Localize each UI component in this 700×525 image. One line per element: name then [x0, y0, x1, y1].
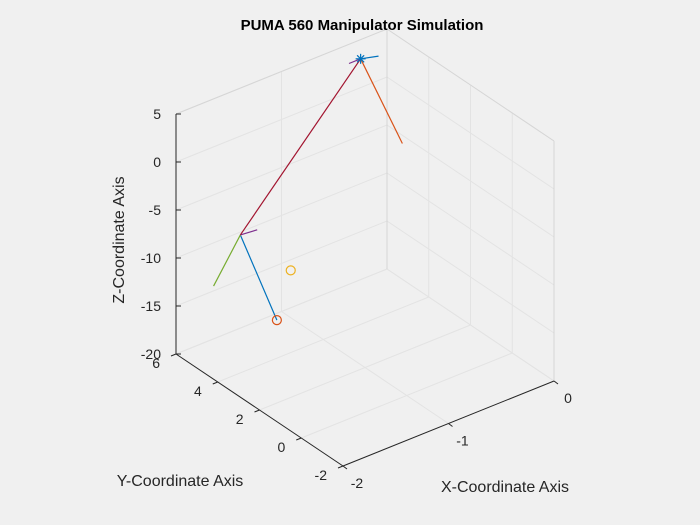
y-tick-label: 0 [277, 439, 285, 455]
y-tick-mark [296, 437, 302, 441]
box-edge [386, 28, 555, 142]
circle-marker-8 [271, 315, 282, 326]
box-edge [175, 28, 388, 115]
series-line-4 [348, 58, 361, 65]
z-tick-label: -20 [141, 346, 161, 362]
series-line-5 [213, 234, 241, 287]
grid-line-side-z [386, 76, 555, 190]
z-tick-label: 5 [153, 106, 161, 122]
z-tick-label: -10 [141, 250, 161, 266]
series-line-2 [360, 58, 403, 144]
y-tick-mark [212, 381, 218, 385]
axes-box [175, 28, 555, 381]
y-tick-mark [337, 465, 344, 469]
star-marker-stroke [356, 54, 365, 63]
x-axis-label: X-Coordinate Axis [441, 479, 569, 496]
grid-line-side-z [386, 172, 555, 286]
y-tick-label: 6 [152, 355, 160, 371]
grid-line-back-z [175, 220, 388, 307]
chart-title: PUMA 560 Manipulator Simulation [241, 17, 484, 34]
grid-line-back-z [175, 124, 388, 211]
grid-line-floor-y [259, 324, 471, 411]
x-tick-label: -1 [456, 433, 469, 449]
x-tick-label: -2 [351, 475, 364, 491]
x-tick-mark [553, 380, 559, 385]
series-line-1 [239, 234, 278, 321]
circle-marker-9 [285, 265, 296, 276]
series-line-6 [239, 58, 362, 236]
star-marker [355, 53, 366, 64]
grid-line-floor-y [175, 268, 388, 355]
x-tick-mark [342, 465, 348, 470]
z-axis-label: Z-Coordinate Axis [111, 176, 128, 303]
z-tick-label: -5 [149, 202, 162, 218]
y-tick-label: -2 [315, 467, 328, 483]
series-line-3 [240, 229, 258, 236]
z-tick-label: 0 [153, 154, 161, 170]
y-axis-label: Y-Coordinate Axis [117, 473, 244, 490]
y-tick-label: 2 [236, 411, 244, 427]
grid-line-side-z [386, 220, 555, 334]
z-tick-label: -15 [141, 298, 161, 314]
axis-lines [170, 113, 559, 470]
x-tick-mark [448, 423, 453, 427]
data-series [213, 53, 403, 326]
y-tick-label: 4 [194, 383, 202, 399]
x-tick-label: 0 [564, 390, 572, 406]
grid [175, 28, 555, 467]
grid-line-back-z [175, 76, 388, 163]
grid-line-side-z [386, 124, 555, 238]
y-tick-mark [254, 409, 260, 413]
grid-line-floor-y [217, 296, 429, 383]
y-tick-mark [170, 353, 177, 357]
grid-line-back-z [175, 172, 388, 259]
grid-line-floor-y [301, 352, 513, 439]
